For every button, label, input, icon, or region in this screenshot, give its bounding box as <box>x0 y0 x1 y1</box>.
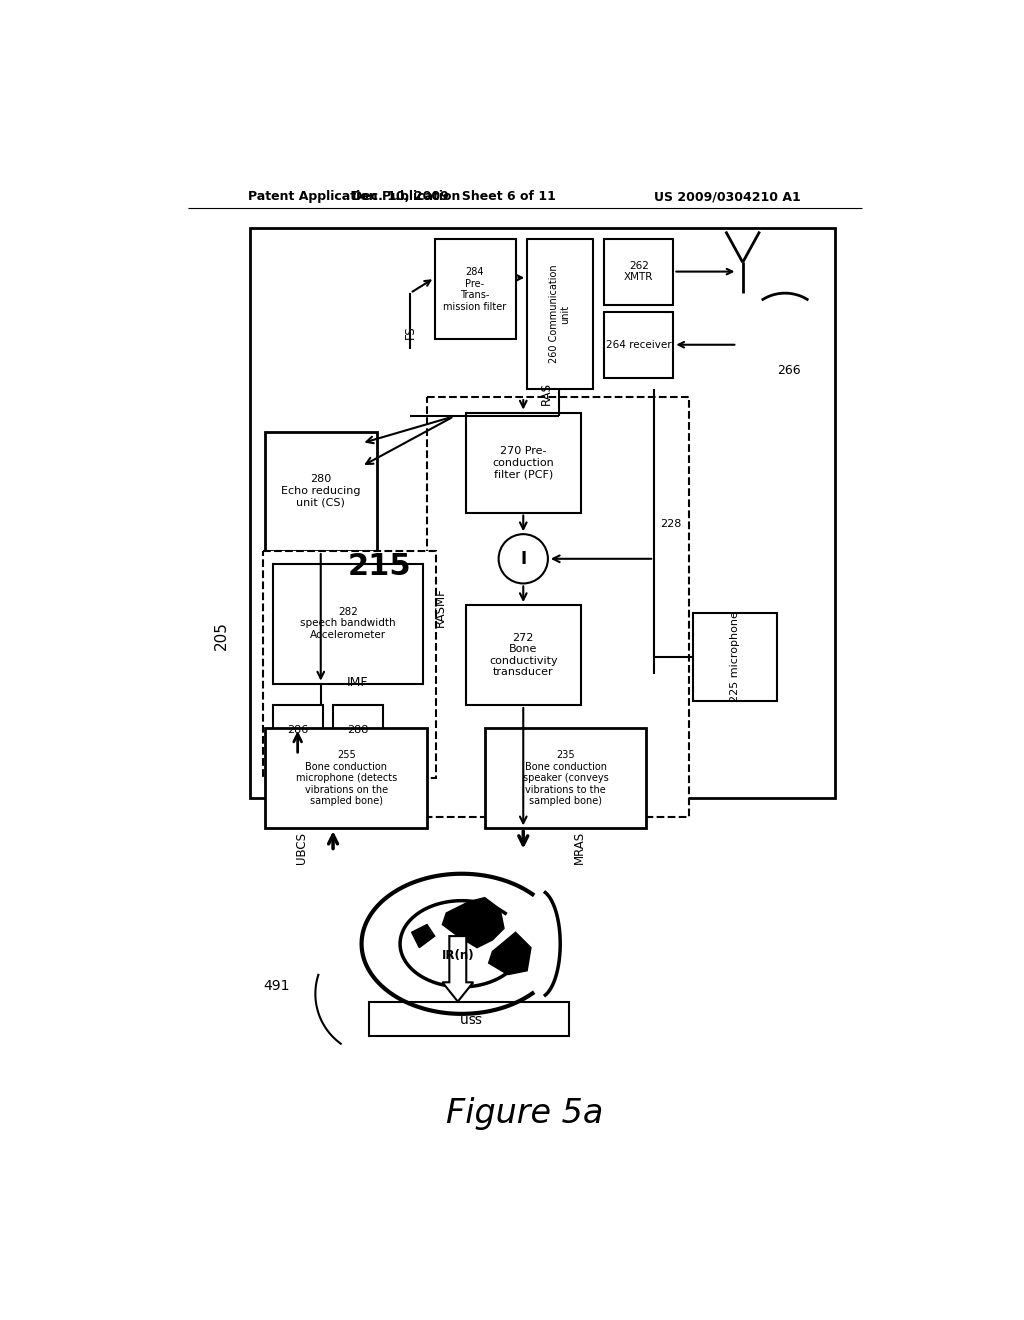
Bar <box>370 1002 569 1036</box>
Text: Patent Application Publication: Patent Application Publication <box>248 190 460 203</box>
Text: 205: 205 <box>214 622 229 651</box>
Bar <box>273 705 323 755</box>
Text: Dec. 10, 2009   Sheet 6 of 11: Dec. 10, 2009 Sheet 6 of 11 <box>352 190 556 203</box>
Text: 225 microphone: 225 microphone <box>730 611 740 702</box>
Text: 235
Bone conduction
speaker (conveys
vibrations to the
sampled bone): 235 Bone conduction speaker (conveys vib… <box>522 750 608 807</box>
Polygon shape <box>412 924 435 948</box>
Text: 272
Bone
conductivity
transducer: 272 Bone conductivity transducer <box>488 632 558 677</box>
Text: 262
XMTR: 262 XMTR <box>624 261 653 282</box>
Text: I: I <box>520 550 526 568</box>
Bar <box>333 705 383 755</box>
Text: 260 Communication
unit: 260 Communication unit <box>549 264 570 363</box>
Text: 270 Pre-
conduction
filter (PCF): 270 Pre- conduction filter (PCF) <box>493 446 554 479</box>
Text: UBCS: UBCS <box>295 832 308 863</box>
Bar <box>527 239 593 389</box>
Text: 286: 286 <box>287 725 308 735</box>
Bar <box>250 227 836 797</box>
Bar <box>604 239 674 305</box>
Text: 215: 215 <box>347 552 411 581</box>
Bar <box>273 564 423 684</box>
FancyArrow shape <box>442 936 473 1002</box>
Text: 264 receiver: 264 receiver <box>606 339 672 350</box>
Polygon shape <box>442 898 504 948</box>
Bar <box>265 432 377 552</box>
Bar <box>466 412 581 512</box>
Text: 255
Bone conduction
microphone (detects
vibrations on the
sampled bone): 255 Bone conduction microphone (detects … <box>296 750 396 807</box>
Text: RAS: RAS <box>540 381 553 405</box>
Text: 280
Echo reducing
unit (CS): 280 Echo reducing unit (CS) <box>281 474 360 508</box>
Bar <box>466 605 581 705</box>
Bar <box>604 313 674 378</box>
Text: 282
speech bandwidth
Accelerometer: 282 speech bandwidth Accelerometer <box>300 607 395 640</box>
Bar <box>263 552 436 779</box>
Bar <box>484 729 646 829</box>
Text: RASMF: RASMF <box>434 587 447 627</box>
Text: IMF: IMF <box>347 676 369 689</box>
Bar <box>427 397 689 817</box>
Text: US 2009/0304210 A1: US 2009/0304210 A1 <box>654 190 801 203</box>
Text: MRAS: MRAS <box>573 832 586 865</box>
Text: Figure 5a: Figure 5a <box>446 1097 603 1130</box>
Text: FS: FS <box>403 325 417 338</box>
Bar <box>265 729 427 829</box>
Polygon shape <box>488 932 531 974</box>
Bar <box>692 612 777 701</box>
Text: ssn: ssn <box>458 1011 481 1026</box>
Text: 491: 491 <box>263 979 290 993</box>
Text: IR(n): IR(n) <box>441 949 474 962</box>
Text: 284
Pre-
Trans-
mission filter: 284 Pre- Trans- mission filter <box>443 267 507 312</box>
Text: 288: 288 <box>347 725 369 735</box>
Circle shape <box>499 535 548 583</box>
Text: 266: 266 <box>777 363 801 376</box>
Bar <box>435 239 515 339</box>
Text: 228: 228 <box>660 519 682 529</box>
